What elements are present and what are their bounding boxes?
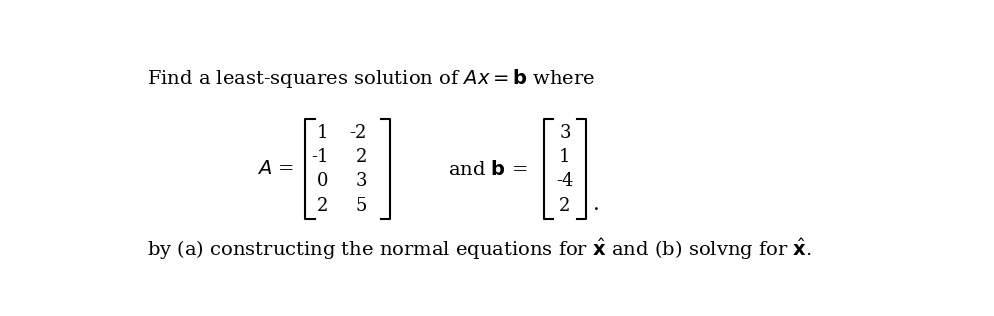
- Text: Find a least-squares solution of $Ax = \mathbf{b}$ where: Find a least-squares solution of $Ax = \…: [147, 67, 595, 90]
- Text: 2: 2: [356, 148, 367, 166]
- Text: -2: -2: [350, 124, 367, 142]
- Text: 1: 1: [560, 148, 571, 166]
- Text: -4: -4: [557, 173, 574, 191]
- Text: 5: 5: [356, 197, 367, 215]
- Text: by (a) constructing the normal equations for $\hat{\mathbf{x}}$ and (b) solvng f: by (a) constructing the normal equations…: [147, 236, 812, 262]
- Text: and $\mathbf{b}$ =: and $\mathbf{b}$ =: [448, 160, 527, 179]
- Text: 1: 1: [317, 124, 328, 142]
- Text: 2: 2: [317, 197, 328, 215]
- Text: 0: 0: [317, 173, 328, 191]
- Text: .: .: [592, 195, 599, 214]
- Text: 3: 3: [356, 173, 367, 191]
- Text: 2: 2: [560, 197, 571, 215]
- Text: 3: 3: [560, 124, 571, 142]
- Text: -1: -1: [311, 148, 328, 166]
- Text: $A$ =: $A$ =: [256, 160, 294, 178]
